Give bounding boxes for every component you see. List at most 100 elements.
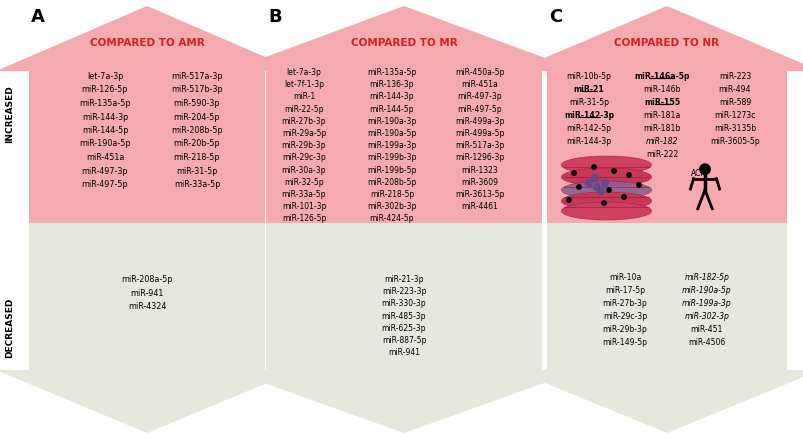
Polygon shape [227, 223, 580, 433]
Ellipse shape [560, 202, 650, 220]
Ellipse shape [560, 192, 650, 210]
Text: miR-199b-5p: miR-199b-5p [367, 166, 416, 175]
Text: miR-144-3p: miR-144-3p [82, 112, 128, 122]
Ellipse shape [560, 181, 650, 199]
Text: miR-30a-3p: miR-30a-3p [281, 166, 326, 175]
Text: miR-589: miR-589 [718, 98, 750, 107]
Text: let-7f-1-3p: let-7f-1-3p [283, 80, 324, 89]
Text: miR-3135b: miR-3135b [713, 124, 755, 133]
Text: miR-1: miR-1 [292, 93, 315, 101]
Circle shape [636, 183, 641, 187]
Text: miR-10a: miR-10a [608, 273, 640, 282]
Text: miR-29b-3p: miR-29b-3p [281, 141, 326, 150]
Text: let-7a-3p: let-7a-3p [286, 68, 321, 77]
Text: miR-499a-5p: miR-499a-5p [454, 129, 504, 138]
Text: INCREASED: INCREASED [6, 86, 14, 143]
Text: miR-29c-3p: miR-29c-3p [282, 153, 325, 162]
Circle shape [593, 183, 600, 191]
Text: miR-1296-3p: miR-1296-3p [454, 153, 504, 162]
Text: miR-590-3p: miR-590-3p [173, 99, 220, 108]
Text: miR-4324: miR-4324 [128, 302, 166, 311]
Text: miR-223: miR-223 [718, 72, 750, 81]
Text: miR-33a-5p: miR-33a-5p [173, 180, 220, 189]
Text: miR-199a-3p: miR-199a-3p [367, 141, 416, 150]
Text: miR-517b-3p: miR-517b-3p [171, 86, 222, 94]
Text: miR-3605-5p: miR-3605-5p [709, 137, 759, 146]
Text: miR-144-3p: miR-144-3p [566, 137, 611, 146]
Circle shape [585, 179, 592, 187]
Circle shape [591, 165, 596, 169]
Text: COMPARED TO MR: COMPARED TO MR [350, 38, 457, 48]
Circle shape [601, 201, 605, 205]
Text: miR-451: miR-451 [690, 325, 723, 334]
Text: B: B [267, 8, 281, 26]
Text: miR-302-3p: miR-302-3p [683, 312, 728, 321]
Text: miR-146b: miR-146b [642, 85, 680, 94]
Text: miR-155: miR-155 [643, 98, 679, 107]
Polygon shape [0, 223, 298, 433]
Text: miR-181b: miR-181b [642, 124, 680, 133]
Ellipse shape [560, 168, 650, 186]
Polygon shape [513, 6, 803, 223]
Text: miR-499a-3p: miR-499a-3p [454, 117, 504, 126]
Text: miR-181a: miR-181a [642, 111, 680, 120]
Text: miR-451a: miR-451a [461, 80, 498, 89]
Circle shape [606, 188, 610, 192]
Text: miR-190a-5p: miR-190a-5p [367, 129, 416, 138]
Text: COMPARED TO AMR: COMPARED TO AMR [89, 38, 204, 48]
Text: miR-424-5p: miR-424-5p [369, 214, 414, 224]
Text: miR-101-3p: miR-101-3p [282, 202, 326, 211]
Text: miR-494: miR-494 [718, 85, 750, 94]
Text: miR-941: miR-941 [130, 288, 164, 298]
Text: miR-887-5p: miR-887-5p [381, 336, 426, 345]
Text: miR-126-5p: miR-126-5p [282, 214, 326, 224]
Text: miR-33a-5p: miR-33a-5p [281, 190, 326, 199]
Text: miR-450a-5p: miR-450a-5p [454, 68, 504, 77]
Text: miR-190a-3p: miR-190a-3p [367, 117, 416, 126]
Text: miR-451a: miR-451a [86, 153, 124, 162]
Text: miR-21-3p: miR-21-3p [384, 275, 423, 284]
Text: miR-497-5p: miR-497-5p [82, 180, 128, 189]
Text: C: C [548, 8, 561, 26]
Text: miR-144-5p: miR-144-5p [369, 105, 414, 114]
Text: miR-222: miR-222 [645, 150, 677, 159]
Text: miR-126-5p: miR-126-5p [82, 86, 128, 94]
Circle shape [591, 175, 597, 182]
Text: miR-136-3p: miR-136-3p [369, 80, 414, 89]
Text: miR-625-3p: miR-625-3p [381, 324, 426, 333]
Ellipse shape [560, 156, 650, 174]
Text: miR-218-5p: miR-218-5p [173, 153, 220, 162]
Text: miR-17-5p: miR-17-5p [604, 286, 644, 295]
Polygon shape [0, 6, 298, 223]
Text: miR-208b-5p: miR-208b-5p [367, 178, 416, 187]
Text: ACR: ACR [690, 168, 706, 178]
Text: miR-27b-3p: miR-27b-3p [281, 117, 326, 126]
Text: miR-3609: miR-3609 [461, 178, 498, 187]
Text: miR-208a-5p: miR-208a-5p [121, 275, 173, 284]
Text: miR-31-5p: miR-31-5p [569, 98, 608, 107]
Text: miR-4461: miR-4461 [461, 202, 498, 211]
Text: miR-4506: miR-4506 [687, 338, 725, 347]
Text: miR-142-3p: miR-142-3p [563, 111, 613, 120]
Text: miR-218-5p: miR-218-5p [369, 190, 414, 199]
Text: miR-302b-3p: miR-302b-3p [367, 202, 416, 211]
Text: miR-144-3p: miR-144-3p [369, 93, 414, 101]
Circle shape [576, 185, 581, 189]
Text: miR-29c-3p: miR-29c-3p [602, 312, 646, 321]
Text: miR-32-5p: miR-32-5p [283, 178, 324, 187]
Text: miR-146a-5p: miR-146a-5p [634, 72, 689, 81]
Polygon shape [513, 223, 803, 433]
Text: COMPARED TO NR: COMPARED TO NR [613, 38, 719, 48]
Text: miR-199b-3p: miR-199b-3p [367, 153, 416, 162]
Text: miR-497-5p: miR-497-5p [457, 105, 502, 114]
Text: miR-3613-5p: miR-3613-5p [454, 190, 504, 199]
Text: DECREASED: DECREASED [6, 298, 14, 358]
Circle shape [571, 171, 576, 175]
Circle shape [611, 169, 615, 173]
Text: miR-22-5p: miR-22-5p [284, 105, 324, 114]
Text: miR-190a-5p: miR-190a-5p [79, 139, 131, 149]
Text: miR-182-5p: miR-182-5p [683, 273, 728, 282]
Text: A: A [31, 8, 45, 26]
Text: miR-149-5p: miR-149-5p [601, 338, 646, 347]
Text: miR-497-3p: miR-497-3p [82, 167, 128, 176]
